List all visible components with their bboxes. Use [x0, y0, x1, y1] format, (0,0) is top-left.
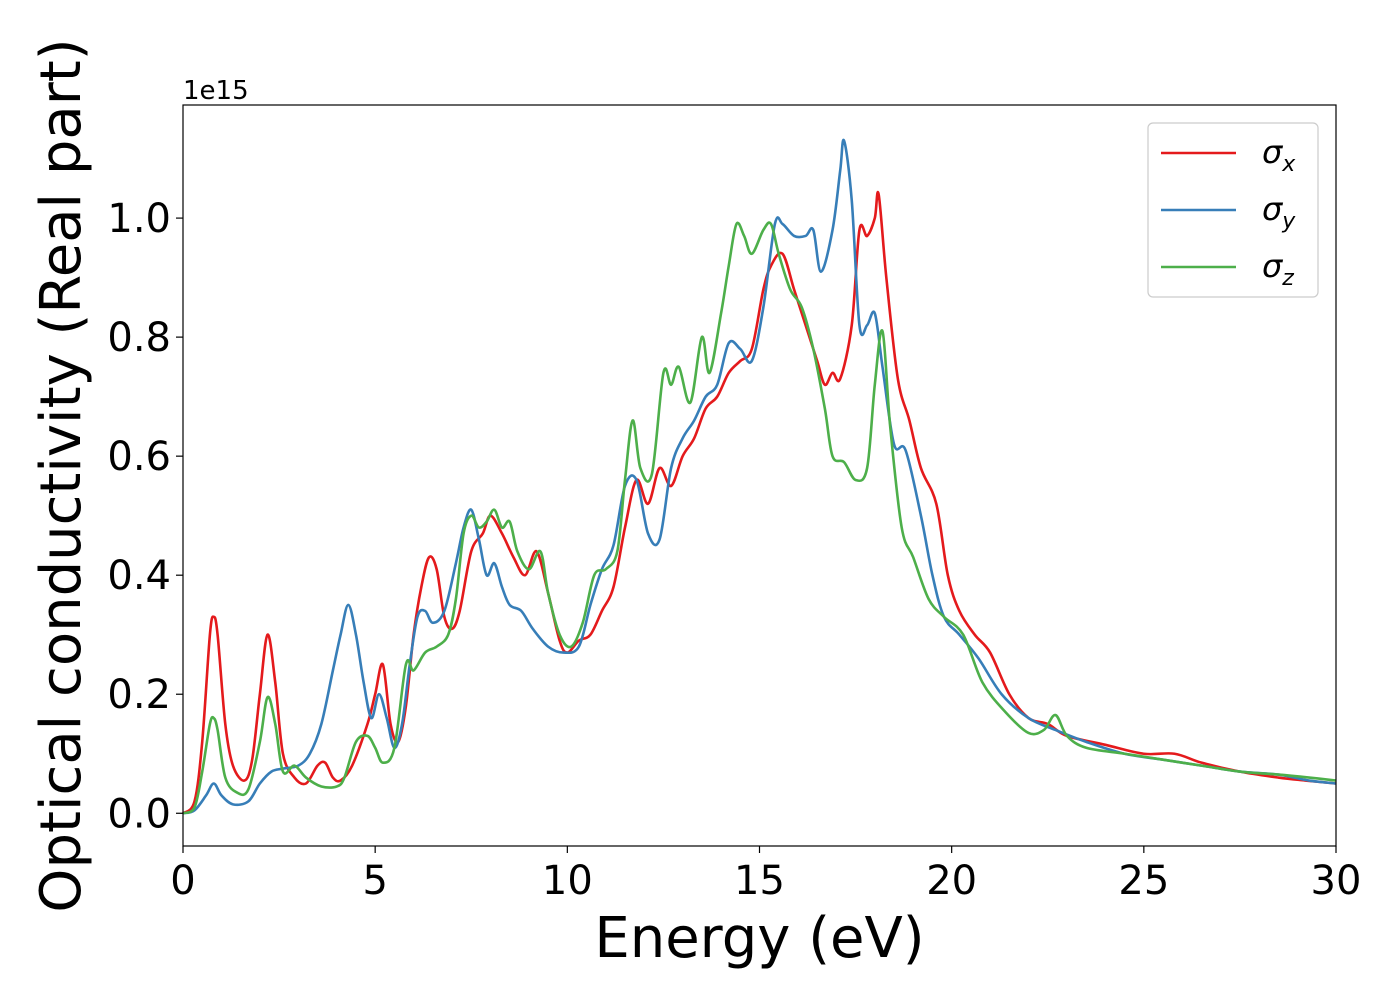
x-axis: 0 5 10 15 20 25 30 [170, 846, 1361, 904]
x-tick-label: 10 [542, 858, 593, 904]
series-line-y [182, 138, 1337, 815]
y-axis-label: Optical conductivity (Real part) [29, 38, 94, 912]
y-axis: 0.0 0.2 0.4 0.6 0.8 1.0 [107, 196, 183, 837]
y-tick-label: 0.4 [107, 553, 171, 599]
series-line-z [182, 221, 1337, 815]
y-offset-label: 1e15 [183, 76, 249, 106]
y-tick-label: 0.0 [107, 791, 171, 837]
x-tick-label: 0 [170, 858, 195, 904]
x-tick-label: 15 [734, 858, 785, 904]
y-tick-label: 0.2 [107, 672, 171, 718]
x-tick-label: 30 [1311, 858, 1362, 904]
x-tick-label: 20 [926, 858, 977, 904]
series-layer [182, 138, 1337, 815]
x-tick-label: 5 [362, 858, 387, 904]
plot-area [183, 105, 1336, 846]
series-line-x [182, 190, 1337, 815]
x-axis-label: Energy (eV) [594, 906, 924, 971]
y-tick-label: 0.8 [107, 315, 171, 361]
y-tick-label: 0.6 [107, 434, 171, 480]
x-tick-label: 25 [1118, 858, 1169, 904]
y-tick-label: 1.0 [107, 196, 171, 242]
